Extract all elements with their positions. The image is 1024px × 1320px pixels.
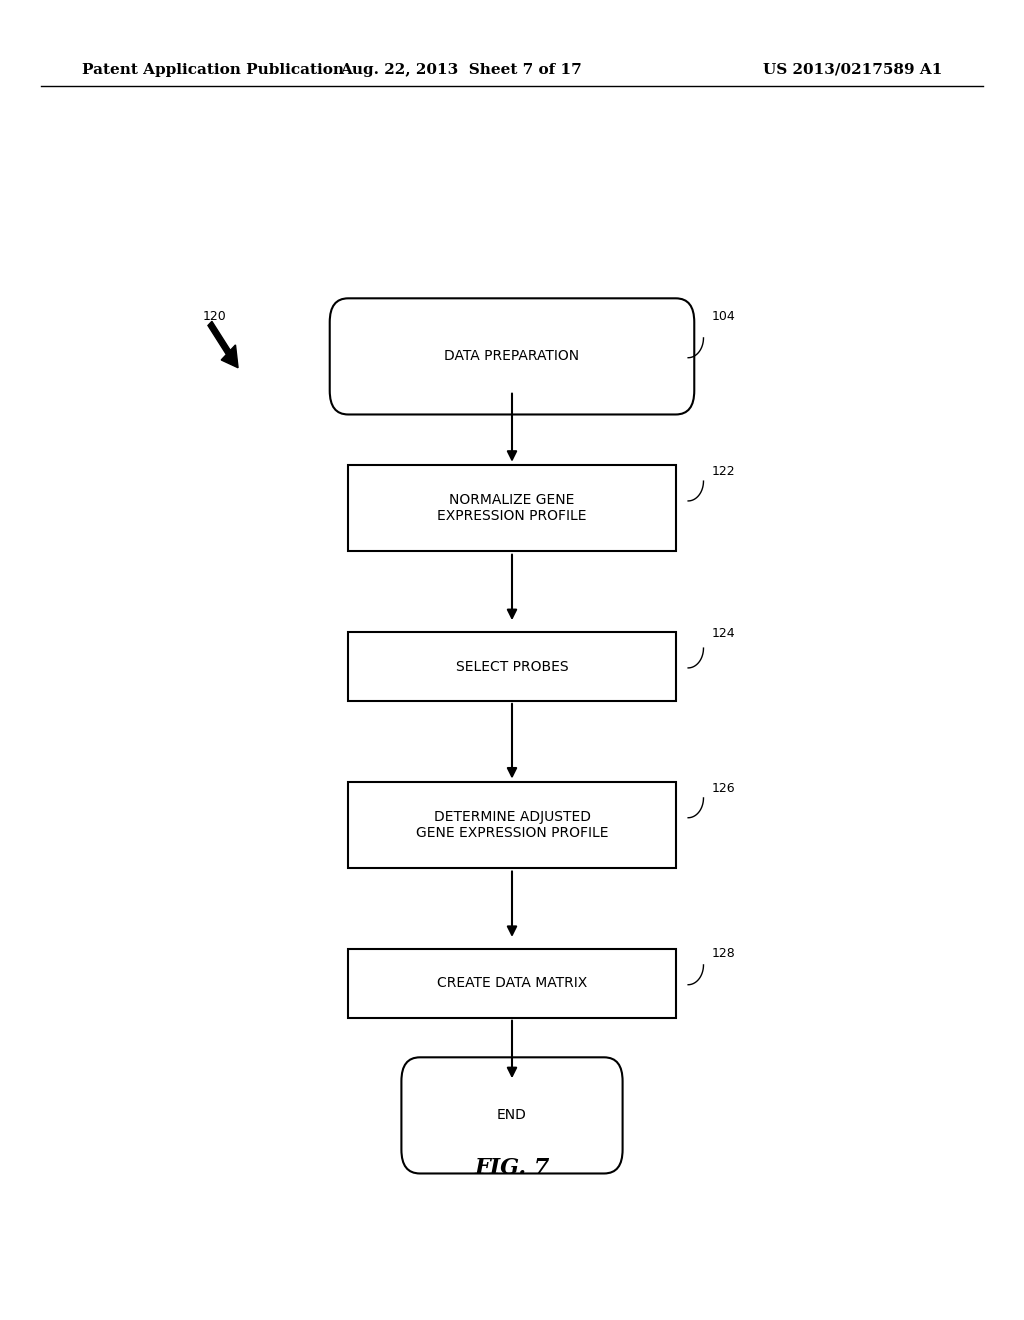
Text: FIG. 7: FIG. 7 [474, 1158, 550, 1179]
Text: Patent Application Publication: Patent Application Publication [82, 63, 344, 77]
Text: 126: 126 [712, 781, 735, 795]
Bar [348, 466, 676, 552]
Text: US 2013/0217589 A1: US 2013/0217589 A1 [763, 63, 942, 77]
FancyArrow shape [208, 321, 238, 368]
FancyBboxPatch shape [401, 1057, 623, 1173]
Text: SELECT PROBES: SELECT PROBES [456, 660, 568, 673]
FancyBboxPatch shape [330, 298, 694, 414]
Text: DATA PREPARATION: DATA PREPARATION [444, 350, 580, 363]
Text: END: END [497, 1109, 527, 1122]
Bar [348, 949, 676, 1018]
Text: 122: 122 [712, 465, 735, 478]
Text: 104: 104 [712, 310, 735, 323]
Text: DETERMINE ADJUSTED
GENE EXPRESSION PROFILE: DETERMINE ADJUSTED GENE EXPRESSION PROFI… [416, 810, 608, 840]
Bar [348, 632, 676, 701]
Text: Aug. 22, 2013  Sheet 7 of 17: Aug. 22, 2013 Sheet 7 of 17 [340, 63, 582, 77]
Bar [348, 781, 676, 869]
Text: NORMALIZE GENE
EXPRESSION PROFILE: NORMALIZE GENE EXPRESSION PROFILE [437, 494, 587, 523]
Text: 124: 124 [712, 627, 735, 640]
Text: 128: 128 [712, 946, 735, 960]
Text: 120: 120 [203, 310, 227, 323]
Text: CREATE DATA MATRIX: CREATE DATA MATRIX [437, 977, 587, 990]
